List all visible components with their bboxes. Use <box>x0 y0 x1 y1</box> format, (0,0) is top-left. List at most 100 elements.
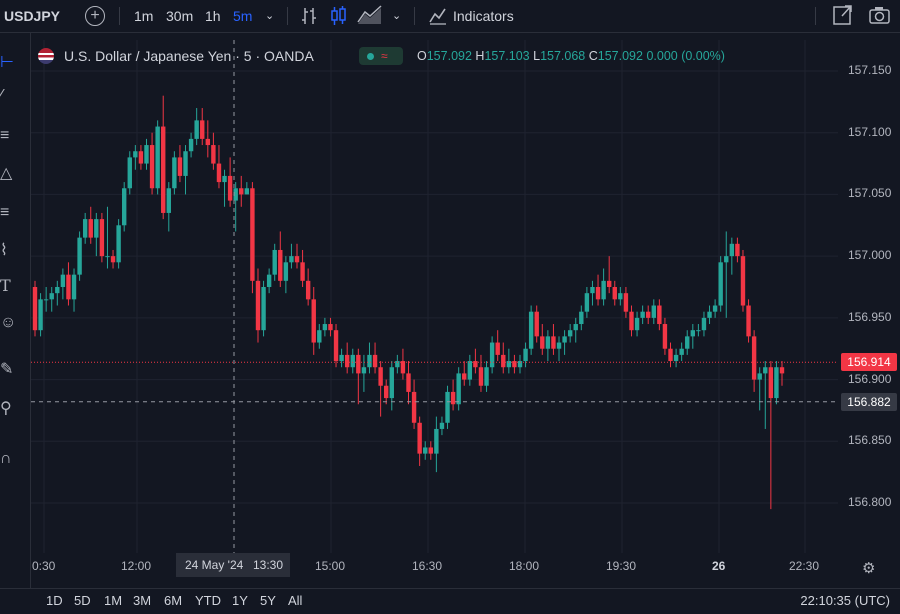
interval-1m[interactable]: 1m <box>134 8 154 24</box>
candle-up <box>517 361 523 368</box>
y-tick-label: 156.850 <box>848 433 892 448</box>
symbol-search-button[interactable]: USDJPY <box>4 8 61 24</box>
candle-up <box>166 188 171 213</box>
interval-1h[interactable]: 1h <box>205 8 221 24</box>
candle-down <box>227 175 233 201</box>
text-tool-icon[interactable]: T <box>0 276 11 295</box>
indicators-icon[interactable] <box>428 0 448 32</box>
range-6m-button[interactable]: 6M <box>164 593 183 608</box>
candle-up <box>94 219 99 238</box>
add-symbol-button[interactable]: + <box>85 6 105 26</box>
candle-down <box>746 305 751 337</box>
candle-down <box>646 311 651 318</box>
magnet-icon[interactable]: ∩ <box>0 450 12 467</box>
range-1y-button[interactable]: 1Y <box>232 593 248 608</box>
candle-down <box>278 249 283 281</box>
candle-up <box>634 317 640 331</box>
candle-up <box>350 354 355 368</box>
candle-up <box>679 348 684 355</box>
symbol-title[interactable]: U.S. Dollar / Japanese Yen · 5 · OANDA <box>64 48 314 64</box>
candle-down <box>300 262 305 281</box>
close-value: 157.092 <box>597 49 643 63</box>
candle-down <box>138 151 144 164</box>
range-5d-button[interactable]: 5D <box>74 593 91 608</box>
candle-up <box>121 188 127 226</box>
wave-icon: ≈ <box>381 49 388 63</box>
forecast-icon[interactable]: ≡ <box>0 204 10 221</box>
range-ytd-button[interactable]: YTD <box>195 593 221 608</box>
chevron-down-icon[interactable]: ⌄ <box>265 10 275 22</box>
area-chart-type-icon[interactable] <box>357 0 383 32</box>
candle-up <box>43 299 49 301</box>
candle-down <box>372 354 378 368</box>
candle-up <box>690 330 696 337</box>
candle-down <box>177 157 183 176</box>
candle-up <box>601 280 606 300</box>
candle-down <box>740 256 746 306</box>
ruler-icon[interactable]: ✎ <box>0 361 14 378</box>
candle-up <box>640 311 645 318</box>
candle-up <box>244 188 250 195</box>
candle-up <box>55 287 60 294</box>
candle-down <box>99 219 105 257</box>
candle-up <box>188 138 194 152</box>
crosshair-icon[interactable]: ⊢ <box>0 54 14 71</box>
crosshair-time: 13:30 <box>253 558 284 572</box>
x-tick-label: 16:30 <box>412 559 443 573</box>
candle-up <box>445 391 450 423</box>
chevron-down-icon[interactable]: ⌄ <box>392 10 402 22</box>
indicators-button[interactable]: Indicators <box>453 8 514 24</box>
candle-up <box>579 311 584 325</box>
candle-up <box>545 336 551 349</box>
candle-up <box>395 361 400 368</box>
candle-up <box>618 293 623 300</box>
range-5y-button[interactable]: 5Y <box>260 593 276 608</box>
candle-up <box>584 293 590 312</box>
candle-up <box>322 324 328 331</box>
candle-up <box>289 256 294 263</box>
trend-line-icon[interactable]: ∕ <box>0 87 3 104</box>
last-price-tag: 156.914 <box>841 353 897 372</box>
emoji-icon[interactable]: ☺ <box>0 314 17 331</box>
candle-down <box>629 311 634 331</box>
candle-down <box>344 354 350 368</box>
candle-up <box>49 293 54 300</box>
interval-30m[interactable]: 30m <box>166 8 194 24</box>
candle-down <box>88 219 93 238</box>
market-status-pill[interactable]: ≈ <box>359 47 403 65</box>
settings-gear-icon[interactable]: ⚙ <box>862 560 876 577</box>
interval-5m[interactable]: 5m <box>233 8 253 24</box>
candle-down <box>328 324 333 331</box>
candle-up <box>701 317 707 331</box>
candle-up <box>144 145 149 164</box>
camera-icon[interactable] <box>869 0 891 32</box>
candle-down <box>478 367 484 386</box>
candle-down <box>512 361 517 368</box>
pattern-icon[interactable]: △ <box>0 165 13 182</box>
candle-up <box>456 373 461 405</box>
range-1m-button[interactable]: 1M <box>104 593 123 608</box>
candle-up <box>489 342 495 368</box>
brush-icon[interactable]: ⌇ <box>0 242 8 259</box>
candle-down <box>378 367 383 386</box>
range-all-button[interactable]: All <box>288 593 303 608</box>
range-3m-button[interactable]: 3M <box>133 593 152 608</box>
drawing-toolbar: ⊢ ∕ ≡ △ ≡ ⌇ T ☺ ✎ ⚲ ∩ <box>0 33 31 613</box>
open-value: 157.092 <box>426 49 472 63</box>
clock[interactable]: 22:10:35 (UTC) <box>800 593 890 608</box>
candle-down <box>417 422 422 454</box>
candle-down <box>540 336 545 349</box>
candle-down <box>735 243 740 257</box>
bar-chart-type-icon[interactable] <box>300 0 318 32</box>
range-1d-button[interactable]: 1D <box>46 593 63 608</box>
candle-down <box>473 361 478 368</box>
x-tick-label: 15:00 <box>315 559 346 573</box>
candle-up <box>116 225 121 263</box>
candle-down <box>551 336 556 349</box>
candles-chart-type-icon[interactable] <box>330 0 348 32</box>
y-tick-label: 157.100 <box>848 124 892 139</box>
zoom-icon[interactable]: ⚲ <box>0 400 12 417</box>
fib-levels-icon[interactable]: ≡ <box>0 127 10 144</box>
share-icon[interactable] <box>832 0 854 32</box>
